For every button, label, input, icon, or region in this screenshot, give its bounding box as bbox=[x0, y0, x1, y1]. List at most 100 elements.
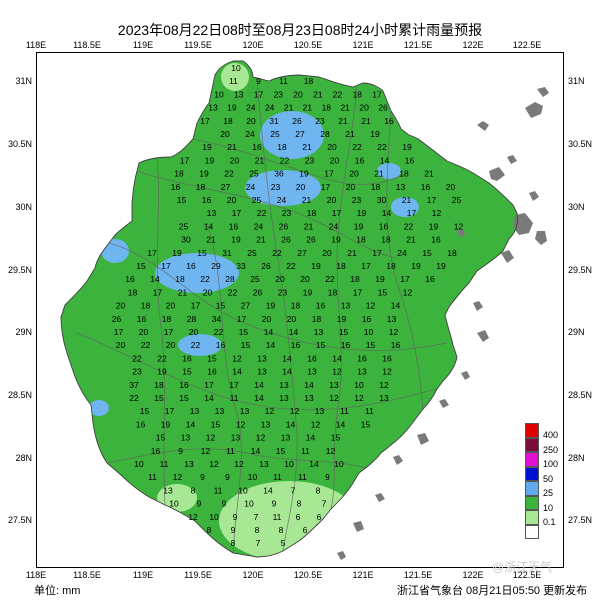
rainfall-value: 8 bbox=[231, 538, 236, 548]
rainfall-value: 14 bbox=[336, 419, 346, 429]
heavy-rain-patch bbox=[377, 163, 401, 179]
rainfall-value: 11 bbox=[148, 472, 157, 482]
rainfall-value: 20 bbox=[346, 182, 356, 192]
rainfall-value: 17 bbox=[114, 327, 124, 337]
rainfall-value: 14 bbox=[380, 155, 390, 165]
rainfall-value: 21 bbox=[345, 129, 355, 139]
rainfall-value: 12 bbox=[326, 446, 336, 456]
rainfall-value: 14 bbox=[254, 380, 264, 390]
rainfall-value: 13 bbox=[279, 393, 289, 403]
rainfall-value: 15 bbox=[179, 393, 189, 403]
rainfall-value: 19 bbox=[429, 221, 439, 231]
heavy-rain-patch bbox=[245, 170, 321, 206]
rainfall-value: 14 bbox=[289, 327, 299, 337]
rainfall-value: 14 bbox=[391, 301, 401, 311]
rainfall-value: 15 bbox=[182, 367, 192, 377]
rainfall-value: 21 bbox=[406, 235, 416, 245]
rainfall-value: 12 bbox=[265, 406, 275, 416]
rainfall-value: 7 bbox=[256, 538, 261, 548]
rainfall-value: 10 bbox=[354, 380, 364, 390]
rainfall-value: 11 bbox=[226, 446, 235, 456]
lon-tick-bottom: 118.5E bbox=[73, 570, 101, 580]
light-rain-patch bbox=[329, 529, 365, 557]
rainfall-value: 20 bbox=[230, 155, 240, 165]
rainfall-value: 20 bbox=[322, 248, 332, 258]
lat-tick-right: 28.5N bbox=[568, 390, 593, 400]
rainfall-value: 18 bbox=[381, 235, 391, 245]
rainfall-value: 15 bbox=[276, 446, 286, 456]
rainfall-value: 11 bbox=[230, 393, 239, 403]
rainfall-value: 22 bbox=[286, 261, 296, 271]
heavy-rain-patch bbox=[155, 253, 239, 293]
lon-tick-top: 121E bbox=[352, 40, 374, 50]
rainfall-value: 22 bbox=[228, 287, 238, 297]
rainfall-value: 19 bbox=[227, 103, 237, 113]
rainfall-value: 23 bbox=[271, 182, 281, 192]
rainfall-value: 16 bbox=[431, 235, 441, 245]
rainfall-value: 25 bbox=[452, 195, 462, 205]
legend-swatch bbox=[525, 423, 539, 438]
rainfall-value: 20 bbox=[116, 301, 126, 311]
rainfall-value: 22 bbox=[200, 274, 210, 284]
rainfall-value: 9 bbox=[178, 446, 183, 456]
lon-tick-bottom: 119.5E bbox=[184, 570, 212, 580]
rainfall-value: 24 bbox=[329, 221, 339, 231]
rainfall-value: 20 bbox=[139, 327, 149, 337]
rainfall-value: 13 bbox=[234, 89, 244, 99]
rainfall-value: 22 bbox=[129, 393, 139, 403]
rainfall-value: 17 bbox=[191, 301, 201, 311]
rainfall-value: 21 bbox=[178, 287, 188, 297]
rainfall-value: 12 bbox=[234, 459, 244, 469]
rainfall-value: 30 bbox=[377, 195, 387, 205]
rainfall-value: 17 bbox=[321, 182, 331, 192]
rainfall-value: 16 bbox=[384, 116, 394, 126]
rainfall-value: 34 bbox=[212, 314, 222, 324]
lat-tick-right: 30.5N bbox=[568, 139, 593, 149]
rainfall-value: 25 bbox=[247, 248, 257, 258]
rainfall-value: 23 bbox=[132, 367, 142, 377]
rainfall-value: 12 bbox=[454, 221, 464, 231]
rainfall-value: 20 bbox=[189, 327, 199, 337]
rainfall-value: 28 bbox=[225, 274, 235, 284]
rainfall-value: 17 bbox=[232, 208, 242, 218]
rainfall-value: 19 bbox=[411, 261, 421, 271]
rainfall-value: 16 bbox=[207, 367, 217, 377]
legend-label: 10 bbox=[543, 502, 554, 513]
rainfall-value: 17 bbox=[427, 195, 437, 205]
rainfall-value: 10 bbox=[364, 327, 374, 337]
lat-tick-left: 28N bbox=[15, 453, 32, 463]
rainfall-value: 25 bbox=[179, 221, 189, 231]
rainfall-value: 15 bbox=[316, 340, 326, 350]
rainfall-value: 20 bbox=[166, 301, 176, 311]
rainfall-value: 18 bbox=[336, 261, 346, 271]
rainfall-value: 15 bbox=[216, 301, 226, 311]
lon-tick-top: 118E bbox=[25, 40, 47, 50]
rainfall-value: 19 bbox=[402, 142, 412, 152]
rainfall-value: 12 bbox=[311, 419, 321, 429]
rainfall-value: 22 bbox=[224, 169, 234, 179]
rainfall-value: 8 bbox=[297, 499, 302, 509]
legend-label: 250 bbox=[543, 444, 559, 455]
legend-swatch bbox=[525, 481, 539, 496]
rainfall-value: 20 bbox=[330, 155, 340, 165]
rainfall-value: 18 bbox=[399, 169, 409, 179]
rainfall-value: 20 bbox=[166, 340, 176, 350]
rainfall-value: 25 bbox=[249, 169, 259, 179]
rainfall-value: 21 bbox=[313, 89, 323, 99]
lat-tick-right: 29.5N bbox=[568, 265, 593, 275]
rainfall-value: 19 bbox=[303, 287, 313, 297]
legend-swatch bbox=[525, 437, 539, 452]
rainfall-value: 13 bbox=[257, 353, 267, 363]
rainfall-value: 13 bbox=[184, 459, 194, 469]
rainfall-value: 16 bbox=[307, 353, 317, 363]
rainfall-value: 13 bbox=[304, 393, 314, 403]
rainfall-value: 14 bbox=[204, 393, 214, 403]
rainfall-value: 21 bbox=[256, 235, 266, 245]
lon-tick-bottom: 121.5E bbox=[403, 570, 433, 580]
rainfall-value: 11 bbox=[273, 472, 282, 482]
rainfall-value: 21 bbox=[338, 116, 348, 126]
legend-label: 50 bbox=[543, 473, 554, 484]
rainfall-value: 12 bbox=[201, 446, 211, 456]
county-boundaries bbox=[76, 80, 448, 554]
